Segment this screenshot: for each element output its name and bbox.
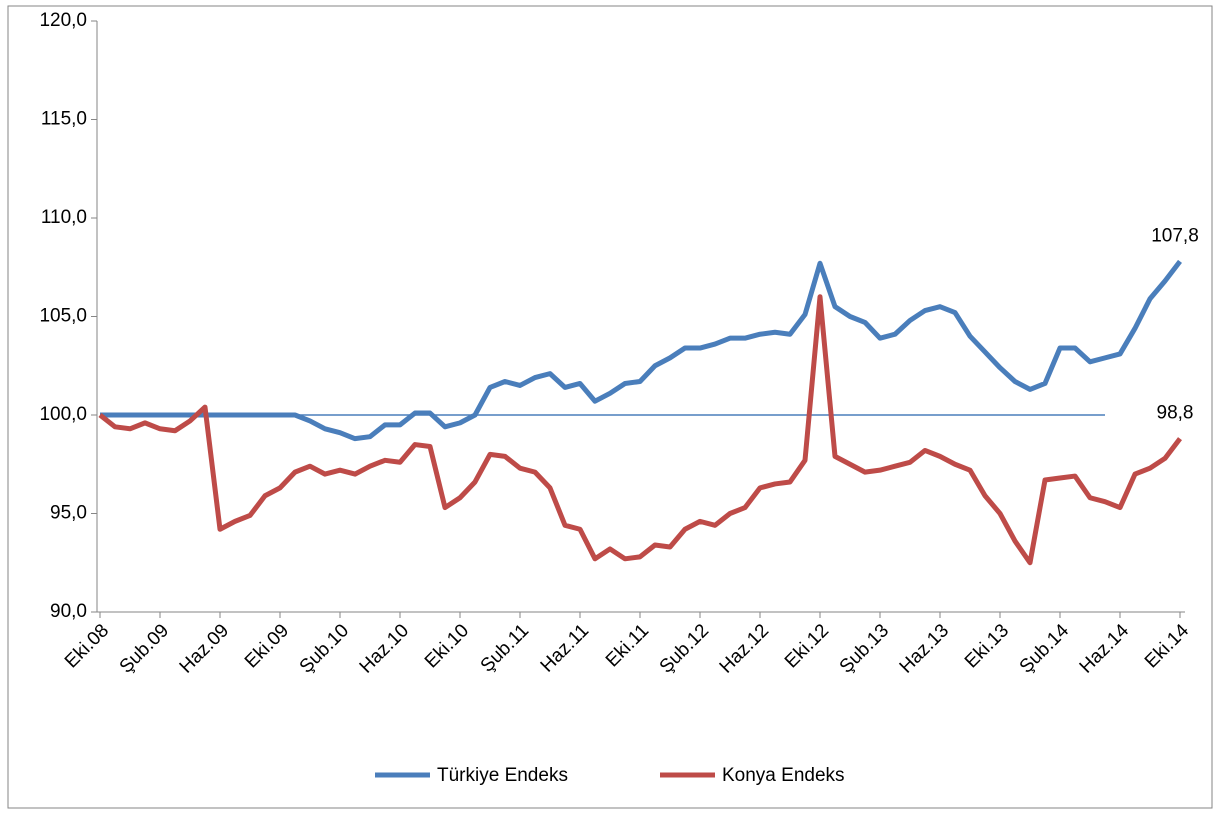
y-tick-label: 120,0 (39, 10, 87, 31)
y-tick-label: 100,0 (39, 404, 87, 425)
y-tick-label: 110,0 (41, 207, 87, 228)
legend-label: Türkiye Endeks (437, 765, 568, 786)
y-tick-label: 95,0 (50, 503, 87, 524)
series-line (100, 259, 1182, 442)
series-line (98, 294, 1182, 566)
chart-border (7, 5, 1213, 809)
legend-label: Konya Endeks (722, 765, 845, 786)
y-tick-label: 115,0 (41, 109, 87, 130)
y-tick-label: 105,0 (39, 306, 87, 327)
y-tick-label: 90,0 (50, 601, 87, 622)
value-label: 107,8 (1151, 225, 1199, 246)
value-label: 98,8 (1157, 403, 1194, 424)
